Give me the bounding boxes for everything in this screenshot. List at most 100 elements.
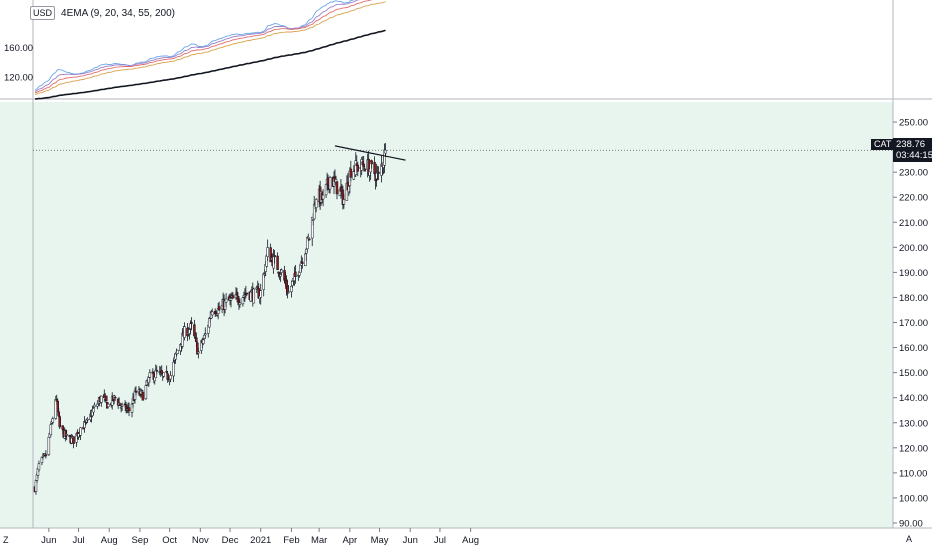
y-tick-label: 160.00 [899, 343, 928, 354]
y-tick-label: 110.00 [899, 468, 927, 479]
candle-body [166, 373, 169, 380]
candle-body [155, 370, 159, 372]
candle-body [172, 361, 175, 377]
candle-body [72, 436, 75, 444]
candle-body [224, 298, 228, 303]
candle-body [49, 424, 53, 436]
indicator-tick-label: 160.00 [4, 43, 33, 54]
candle-body [312, 203, 316, 220]
candle-body [294, 271, 297, 278]
candle-body [93, 404, 96, 408]
candle-body [279, 274, 282, 277]
candle-body [307, 236, 310, 239]
y-tick-label: 100.00 [899, 493, 928, 504]
ema-line-20 [34, 0, 361, 92]
candle-body [356, 164, 360, 172]
candle-body [342, 199, 346, 205]
candle-body [130, 403, 134, 413]
y-tick-label: 140.00 [899, 393, 928, 404]
candle-body [377, 171, 380, 174]
candle-body [276, 255, 279, 271]
x-tick-label: Aug [101, 535, 118, 546]
y-tick-label: 120.00 [899, 443, 928, 454]
candle-body [118, 403, 122, 406]
candle-body [100, 395, 103, 403]
x-tick-label: Aug [462, 535, 479, 546]
candle-body [37, 463, 41, 471]
candle-body [290, 286, 293, 293]
candle-body [231, 295, 235, 299]
y-tick-label: 220.00 [899, 193, 928, 204]
indicator-legend: USD 4EMA (9, 20, 34, 55, 200) [30, 6, 175, 20]
symbol-tag: CAT [871, 139, 895, 150]
candle-body [193, 324, 196, 337]
candle-body [160, 370, 163, 375]
y-tick-label: 230.00 [899, 168, 928, 179]
x-tick-label: Apr [342, 535, 357, 546]
x-tick-label: Jun [41, 535, 56, 546]
candle-body [266, 247, 269, 257]
indicator-name[interactable]: 4EMA (9, 20, 34, 55, 200) [61, 7, 175, 19]
candle-body [92, 408, 95, 413]
candle-body [370, 160, 373, 165]
candle-body [195, 337, 198, 343]
candle-body [107, 403, 110, 407]
price-pane-bg [0, 102, 893, 528]
last-price: 238.76 [896, 139, 926, 150]
candle-body [362, 163, 365, 168]
candle-body [373, 162, 376, 175]
x-tick-label: Jul [434, 535, 446, 546]
x-tick-label: Feb [283, 535, 299, 546]
ema-line-55 [34, 1, 386, 95]
candle-body [287, 291, 290, 293]
y-tick-label: 130.00 [899, 418, 928, 429]
x-tick-label: Sep [131, 535, 148, 546]
auto-scale-button[interactable]: A [906, 534, 913, 544]
x-tick-label: Jul [72, 535, 84, 546]
x-tick-label: Jun [403, 535, 418, 546]
y-tick-label: 170.00 [899, 318, 928, 329]
candle-body [245, 292, 249, 295]
candle-body [259, 290, 262, 298]
x-tick-label: May [371, 535, 389, 546]
candle-body [301, 261, 304, 264]
candle-body [40, 457, 44, 464]
candle-body [311, 219, 315, 221]
candle-body [162, 372, 165, 377]
candle-body [326, 177, 330, 186]
candle-body [86, 418, 89, 421]
candle-body [328, 177, 332, 190]
currency-badge: USD [30, 6, 56, 20]
candle-body [105, 395, 108, 402]
y-tick-label: 180.00 [899, 293, 928, 304]
candle-body [120, 404, 124, 407]
candle-body [307, 238, 311, 241]
y-tick-label: 90.00 [899, 518, 923, 529]
candle-body [176, 349, 179, 354]
candle-body [238, 302, 242, 305]
candle-body [310, 216, 314, 239]
ema-line-9 [34, 0, 355, 91]
candle-body [190, 322, 193, 324]
candle-body [144, 385, 148, 399]
indicator-tick-label: 120.00 [4, 72, 33, 83]
y-tick-label: 210.00 [899, 218, 928, 229]
ema-line-200 [34, 29, 386, 100]
timezone-corner-label[interactable]: Z [3, 535, 9, 545]
candle-body [280, 269, 283, 273]
y-tick-label: 190.00 [899, 268, 928, 279]
candle-body [44, 454, 48, 457]
ema-line-34 [34, 0, 376, 94]
candle-body [141, 392, 145, 401]
candle-body [229, 298, 233, 301]
candle-body [58, 416, 61, 428]
candle-body [113, 396, 117, 399]
candle-body [204, 333, 207, 336]
x-tick-label: Dec [222, 535, 239, 546]
candle-body [127, 407, 131, 412]
candle-body [169, 375, 172, 380]
candle-body [57, 411, 60, 417]
x-tick-label: 2021 [250, 535, 271, 546]
